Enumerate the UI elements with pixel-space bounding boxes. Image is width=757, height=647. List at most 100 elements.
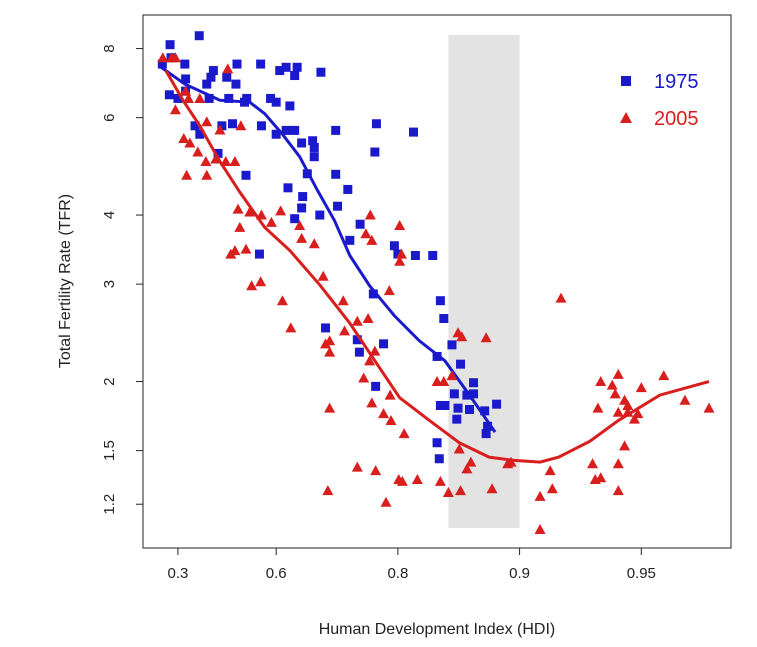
point: [453, 443, 465, 454]
point: [244, 206, 256, 217]
point: [453, 403, 463, 413]
point: [271, 129, 281, 139]
point: [446, 370, 458, 381]
point: [204, 93, 214, 103]
point: [431, 376, 443, 387]
point: [214, 124, 226, 135]
point: [364, 355, 376, 366]
y-tick-label: 1.2: [101, 494, 118, 515]
point: [285, 322, 297, 333]
point: [222, 63, 234, 74]
point: [380, 496, 392, 507]
legend-marker: [621, 76, 631, 86]
y-axis-title: Total Fertility Rate (TFR): [57, 194, 74, 368]
y-tick-label: 2: [101, 377, 118, 385]
point: [351, 315, 363, 326]
point: [173, 93, 183, 103]
point: [190, 121, 200, 131]
point: [181, 74, 191, 84]
point: [290, 125, 300, 135]
y-tick-label: 4: [101, 211, 118, 219]
point: [385, 415, 397, 426]
plot-frame: [142, 14, 732, 549]
point: [194, 31, 204, 41]
point: [324, 402, 336, 413]
point: [612, 458, 624, 469]
point: [354, 347, 364, 357]
point: [256, 59, 266, 69]
point: [169, 104, 181, 115]
point: [241, 170, 251, 180]
point: [439, 314, 449, 324]
point: [169, 52, 181, 63]
point: [208, 66, 218, 76]
y-tick-label: 6: [101, 113, 118, 121]
point: [266, 93, 276, 103]
point: [281, 62, 291, 72]
y-tick-label: 3: [101, 280, 118, 288]
point: [635, 382, 647, 393]
point: [315, 210, 325, 220]
x-tick-label: 0.3: [167, 565, 188, 582]
point: [370, 147, 380, 157]
point: [396, 475, 408, 486]
point: [394, 255, 406, 266]
point: [192, 146, 204, 157]
point: [546, 483, 558, 494]
point: [592, 402, 604, 413]
point: [331, 125, 341, 135]
x-tick-label: 0.9: [509, 565, 530, 582]
point: [308, 136, 318, 146]
point: [461, 463, 473, 474]
point: [317, 270, 329, 281]
point: [452, 414, 462, 424]
point: [612, 368, 624, 379]
point: [658, 370, 670, 381]
point: [371, 381, 381, 391]
point: [465, 456, 477, 467]
point: [609, 388, 621, 399]
point: [435, 296, 445, 306]
point: [283, 183, 293, 193]
point: [181, 169, 193, 180]
point: [195, 129, 205, 139]
x-tick-label: 0.95: [627, 565, 656, 582]
point: [384, 389, 396, 400]
point: [324, 346, 336, 357]
point: [369, 345, 381, 356]
point: [232, 59, 242, 69]
point: [339, 325, 351, 336]
point: [285, 101, 295, 111]
point: [371, 119, 381, 129]
point: [242, 93, 252, 103]
point: [337, 295, 349, 306]
x-tick-label: 0.6: [266, 565, 287, 582]
point: [180, 59, 190, 69]
point: [227, 119, 237, 129]
y-tick-label: 8: [101, 44, 118, 52]
point: [296, 232, 308, 243]
point: [622, 399, 634, 410]
point: [434, 475, 446, 486]
point: [447, 340, 457, 350]
point: [606, 379, 618, 390]
point: [256, 121, 266, 131]
point: [320, 338, 332, 349]
point: [555, 292, 567, 303]
point: [410, 250, 420, 260]
point: [240, 243, 252, 254]
trend-line: [164, 69, 710, 464]
point: [201, 116, 213, 127]
point: [275, 66, 285, 76]
point: [351, 461, 363, 472]
point: [368, 289, 378, 299]
point: [612, 485, 624, 496]
point: [213, 148, 223, 158]
point: [456, 331, 468, 342]
point: [408, 127, 418, 137]
point: [389, 241, 399, 251]
point: [202, 79, 212, 89]
point: [481, 429, 491, 439]
point: [456, 359, 466, 369]
point: [395, 248, 407, 259]
